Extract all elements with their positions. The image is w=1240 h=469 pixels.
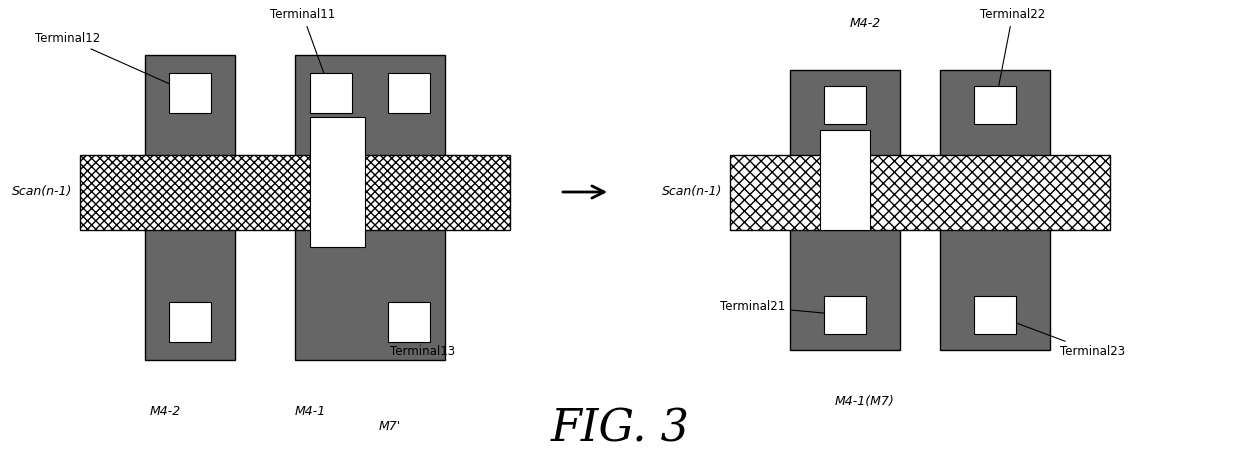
- Text: Terminal21: Terminal21: [720, 300, 842, 315]
- Text: Terminal11: Terminal11: [270, 8, 335, 91]
- Bar: [169, 302, 211, 342]
- Text: Terminal12: Terminal12: [35, 32, 187, 92]
- Bar: [169, 73, 211, 113]
- Bar: [790, 70, 900, 350]
- Text: Terminal23: Terminal23: [998, 316, 1125, 358]
- Bar: [730, 155, 1110, 230]
- Bar: [310, 73, 352, 113]
- Bar: [295, 55, 445, 360]
- Bar: [81, 155, 510, 230]
- Text: FIG. 3: FIG. 3: [551, 407, 689, 450]
- Text: M4-2: M4-2: [149, 405, 181, 418]
- Text: M4-1: M4-1: [294, 405, 326, 418]
- Bar: [940, 70, 1050, 350]
- Text: Terminal13: Terminal13: [391, 325, 455, 358]
- Text: M7': M7': [379, 420, 401, 433]
- Bar: [973, 86, 1016, 124]
- Bar: [820, 130, 870, 230]
- Text: Terminal22: Terminal22: [980, 8, 1045, 102]
- Bar: [388, 302, 430, 342]
- Text: M4-1(M7): M4-1(M7): [835, 395, 895, 408]
- Text: M4-2: M4-2: [849, 17, 880, 30]
- Bar: [145, 55, 236, 360]
- Bar: [388, 73, 430, 113]
- Bar: [825, 86, 866, 124]
- Text: Scan(n-1): Scan(n-1): [662, 186, 722, 198]
- Bar: [310, 117, 365, 247]
- Bar: [825, 296, 866, 334]
- Text: Scan(n-1): Scan(n-1): [11, 186, 72, 198]
- Bar: [973, 296, 1016, 334]
